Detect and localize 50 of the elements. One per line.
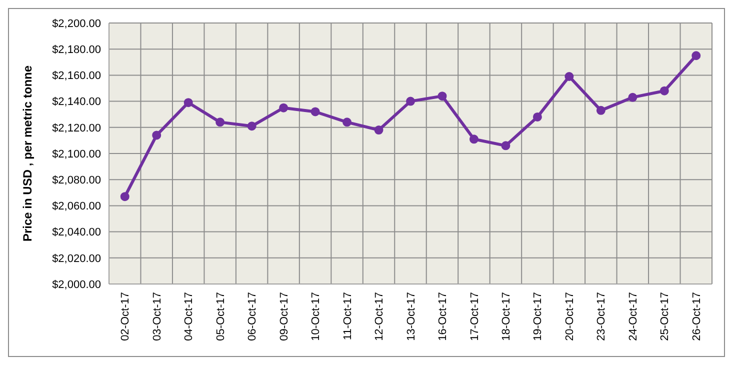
point — [596, 106, 606, 115]
point — [279, 103, 288, 112]
x-tick-label: 10-Oct-17 — [310, 292, 322, 341]
point — [532, 112, 542, 122]
y-tick-label: $2,100.00 — [52, 148, 101, 160]
point — [216, 118, 225, 127]
x-tick-label: 19-Oct-17 — [532, 292, 544, 341]
y-tick-label: $2,000.00 — [52, 278, 101, 291]
x-tick-label: 09-Oct-17 — [278, 292, 290, 341]
point — [152, 130, 162, 140]
x-tick-label: 13-Oct-17 — [405, 292, 418, 341]
point — [438, 92, 447, 101]
x-tick-label: 03-Oct-17 — [151, 292, 164, 341]
x-tick-label: 04-Oct-17 — [183, 292, 196, 341]
x-tick-label: 12-Oct-17 — [374, 292, 386, 341]
y-tick-label: $2,120.00 — [52, 122, 101, 134]
y-tick-label: $2,080.00 — [52, 174, 101, 187]
point — [247, 122, 256, 131]
point — [184, 98, 193, 108]
y-tick-label: $2,020.00 — [52, 252, 101, 265]
x-tick-label: 18-Oct-17 — [500, 292, 513, 341]
point — [406, 96, 415, 106]
y-tick-label: $2,180.00 — [52, 44, 101, 56]
x-tick-label: 11-Oct-17 — [342, 292, 354, 340]
y-tick-label: $2,040.00 — [52, 226, 101, 239]
point — [692, 51, 701, 60]
y-tick-label: $2,200.00 — [52, 18, 101, 30]
x-tick-label: 20-Oct-17 — [564, 292, 576, 341]
x-tick-label: 24-Oct-17 — [627, 292, 640, 341]
y-tick-label: $2,060.00 — [52, 200, 101, 213]
x-tick-label: 06-Oct-17 — [246, 292, 259, 341]
point — [374, 126, 384, 135]
y-axis-title: Price in USD , per metric tonne — [20, 65, 34, 242]
x-tick-label: 26-Oct-17 — [690, 292, 703, 341]
x-tick-label: 16-Oct-17 — [437, 292, 450, 341]
point — [660, 86, 669, 96]
point — [501, 141, 510, 150]
x-tick-label: 05-Oct-17 — [214, 292, 227, 341]
x-tick-label: 02-Oct-17 — [120, 292, 132, 341]
point — [120, 192, 130, 202]
x-tick-label: 25-Oct-17 — [659, 292, 672, 341]
point — [628, 92, 638, 102]
point — [342, 118, 352, 127]
point — [564, 72, 574, 82]
point — [469, 134, 478, 144]
x-tick-label: 17-Oct-17 — [468, 292, 481, 341]
x-tick-label: 23-Oct-17 — [596, 292, 608, 341]
point — [310, 107, 320, 116]
y-tick-label: $2,160.00 — [52, 70, 101, 82]
y-tick-label: $2,140.00 — [52, 96, 101, 108]
